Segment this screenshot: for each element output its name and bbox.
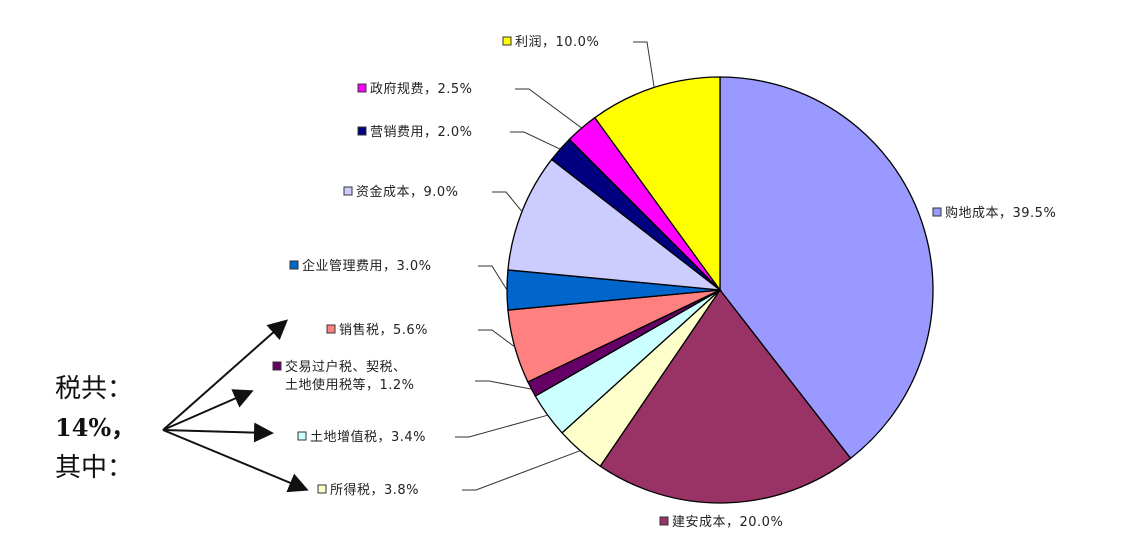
leader-line-4 (475, 380, 532, 390)
slice-label-4: 土地使用税等，1.2% (285, 377, 415, 393)
slice-key-0 (932, 207, 942, 217)
annotation-line-0: 税共： (55, 374, 133, 404)
slice-label-8: 营销费用，2.0% (370, 125, 473, 140)
slice-key-4 (272, 361, 282, 371)
pie-slice-1 (599, 288, 852, 504)
slice-key-7 (343, 186, 353, 196)
slice-label-6: 企业管理费用，3.0% (302, 258, 432, 274)
slice-key-8 (357, 126, 367, 136)
slice-label-5: 销售税，5.6% (339, 322, 428, 338)
slice-label-3: 土地增值税，3.4% (310, 429, 426, 445)
slice-label-0: 购地成本，39.5% (945, 205, 1056, 221)
leader-line-8 (510, 131, 561, 150)
leader-line-9 (515, 88, 582, 129)
leader-line-7 (492, 191, 523, 212)
slice-label-7: 资金成本，9.0% (356, 184, 459, 200)
slice-key-5 (326, 324, 336, 334)
slice-key-9 (357, 83, 367, 93)
slice-label-4: 交易过户税、契税、 (285, 359, 407, 375)
slice-key-6 (289, 260, 299, 270)
pie-slice-0 (719, 76, 934, 460)
leader-line-6 (478, 265, 508, 291)
annotation-arrow-0 (162, 319, 288, 431)
annotation-arrow-3 (162, 429, 309, 493)
leader-line-10 (633, 41, 655, 88)
annotation-arrow-2 (162, 422, 274, 443)
slice-label-9: 政府规费，2.5% (370, 82, 473, 97)
slice-label-10: 利润，10.0% (515, 35, 599, 50)
slice-key-3 (297, 431, 307, 441)
slice-key-10 (502, 36, 512, 46)
slice-key-2 (317, 484, 327, 494)
annotation-line-1: 14%， (55, 413, 135, 442)
leader-line-3 (455, 414, 548, 438)
leader-line-5 (478, 329, 516, 348)
slice-label-2: 所得税，3.8% (330, 482, 419, 498)
slice-label-1: 建安成本，20.0% (672, 515, 783, 530)
annotation-arrow-1 (162, 389, 254, 431)
slice-key-1 (659, 516, 669, 526)
pie-slice-7 (507, 158, 723, 291)
annotation-line-2: 其中： (55, 453, 133, 483)
leader-line-2 (462, 450, 581, 491)
